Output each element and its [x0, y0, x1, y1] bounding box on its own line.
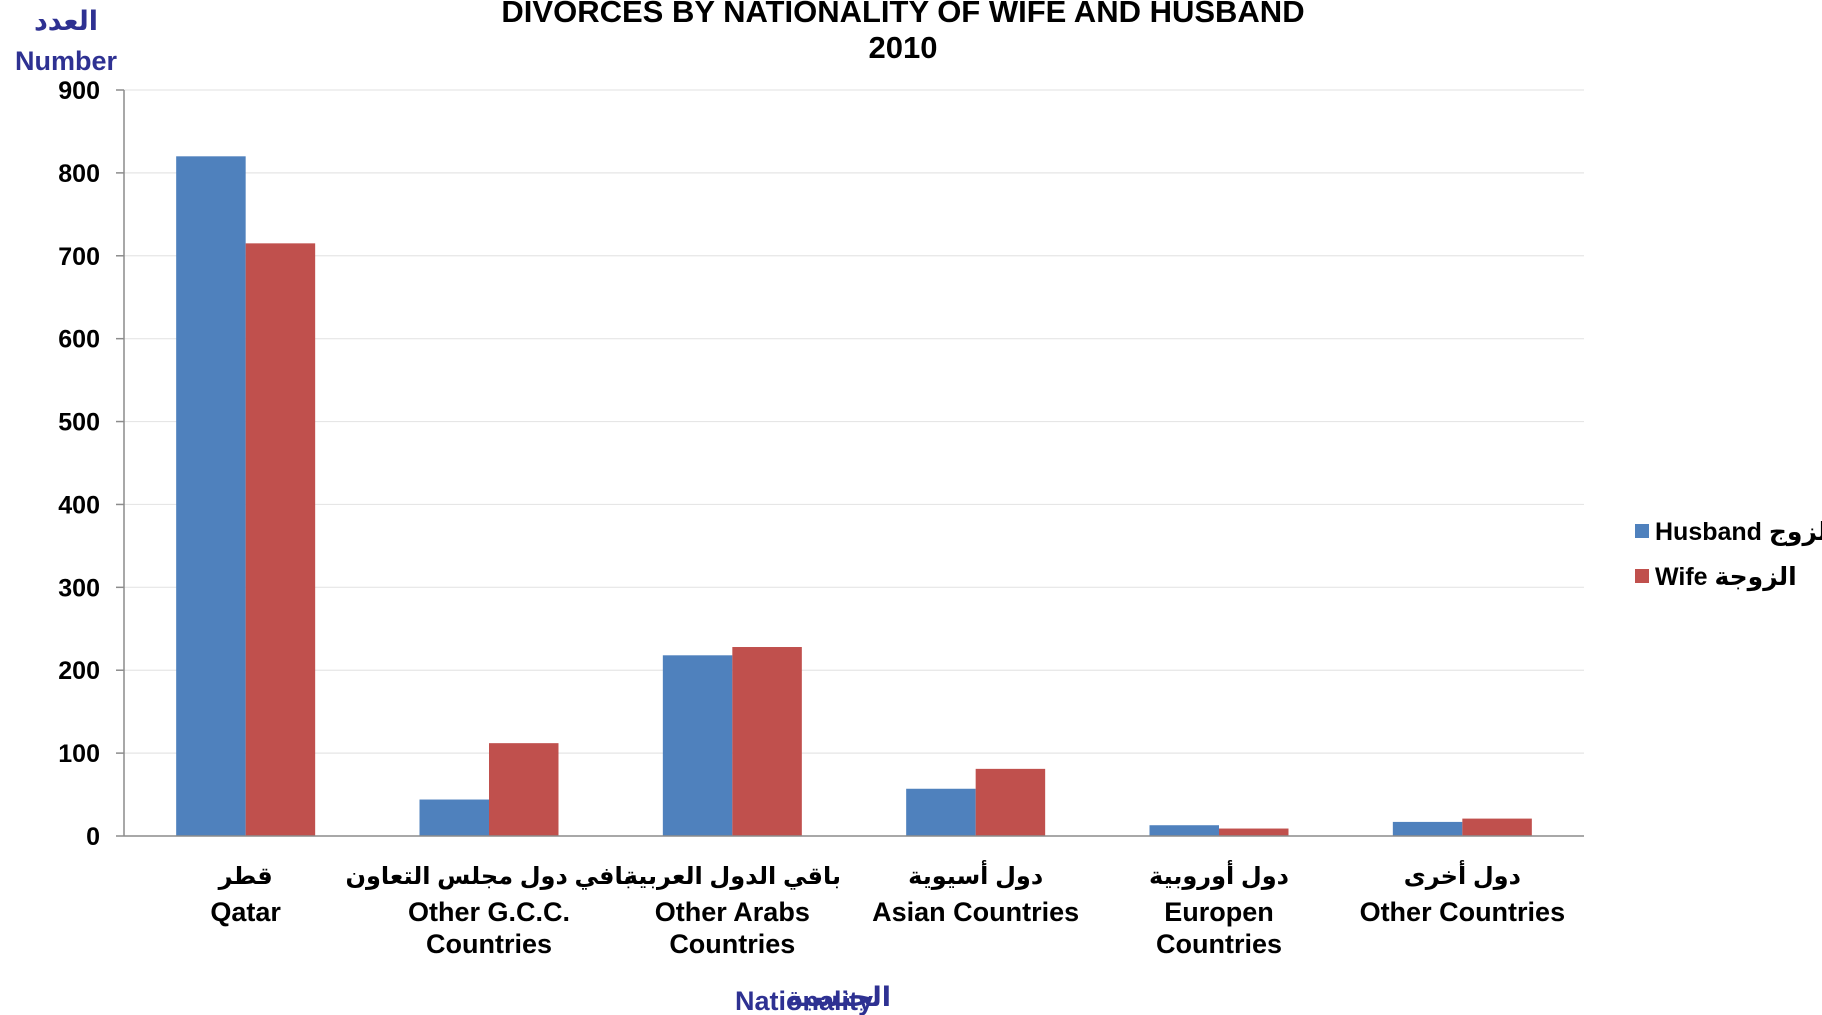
- category-label: بافي دول مجلس التعاون Other G.C.C.Countri…: [346, 863, 633, 959]
- bars: [176, 156, 1532, 837]
- legend-label: Husband الزوج: [1655, 518, 1822, 547]
- x-axis-label: Nationality الجنسية: [735, 982, 891, 1015]
- y-axis-label: العدد Number: [15, 6, 118, 76]
- legend-swatch: [1635, 569, 1649, 583]
- legend: Husband الزوج Wife الزوجة: [1635, 518, 1822, 592]
- category-label-english: Europen: [1164, 897, 1274, 927]
- category-label-arabic: بافي دول مجلس التعاون: [346, 863, 633, 890]
- bar-husband-1: [419, 799, 489, 836]
- y-tick-label: 600: [58, 326, 100, 354]
- category-label-arabic: دول أوروبية: [1149, 860, 1289, 890]
- category-label: دول أخرى Other Countries: [1360, 860, 1566, 927]
- category-label-arabic: قطر: [218, 863, 273, 890]
- y-tick-label: 300: [58, 574, 100, 602]
- bar-wife-1: [489, 743, 559, 836]
- category-label-english: Asian Countries: [872, 897, 1079, 927]
- bar-wife-4: [1219, 828, 1289, 836]
- category-label-english: Other G.C.C.: [408, 897, 570, 927]
- category-label-arabic: دول أخرى: [1404, 860, 1521, 890]
- category-label-english: Other Arabs: [655, 897, 810, 927]
- y-tick-label: 700: [58, 243, 100, 271]
- chart-title-line: DIVORCES BY NATIONALITY OF WIFE AND HUSB…: [501, 0, 1304, 29]
- y-tick-label: 900: [58, 77, 100, 105]
- gridlines: [124, 89, 1584, 754]
- y-axis-ticks: 0 100 200 300 400 500 600 700 800 900: [58, 77, 124, 851]
- category-label-arabic: باقي الدول العربية: [624, 863, 841, 890]
- category-label: دول أسيوية Asian Countries: [872, 860, 1079, 927]
- y-tick-label: 400: [58, 491, 100, 519]
- x-axis-label-arabic: الجنسية: [786, 982, 891, 1012]
- y-axis-label-english: Number: [15, 46, 118, 76]
- y-tick-label: 500: [58, 409, 100, 437]
- y-tick-label: 800: [58, 160, 100, 188]
- bar-wife-3: [975, 768, 1046, 836]
- category-label-english: Qatar: [210, 897, 281, 927]
- y-tick-label: 200: [58, 657, 100, 685]
- y-tick-label: 100: [58, 740, 100, 768]
- category-label: قطر Qatar: [210, 863, 281, 927]
- x-axis-label-english: Nationality: [735, 986, 873, 1015]
- y-axis-label-arabic: العدد: [34, 6, 98, 36]
- bar-wife-5: [1462, 818, 1532, 836]
- bar-wife-0: [245, 243, 316, 836]
- legend-item: Wife الزوجة: [1635, 563, 1797, 592]
- x-axis-categories: قطر Qatar بافي دول مجلس التعاون Other G.C.C…: [210, 860, 1565, 959]
- axes: [123, 90, 1584, 837]
- bar-husband-0: [176, 156, 246, 837]
- bar-wife-2: [732, 647, 802, 836]
- category-label-english: Countries: [669, 929, 795, 959]
- legend-swatch: [1635, 524, 1649, 538]
- bar-husband-4: [1149, 825, 1219, 836]
- legend-item: Husband الزوج: [1635, 518, 1822, 547]
- y-tick-label: 0: [86, 823, 100, 851]
- bar-husband-2: [662, 655, 733, 836]
- category-label-english: Other Countries: [1360, 897, 1566, 927]
- chart-subtitle-year: 2010: [869, 30, 938, 65]
- legend-label: Wife الزوجة: [1655, 563, 1797, 592]
- category-label-english: Countries: [1156, 929, 1282, 959]
- chart-title: DIVORCES BY NATIONALITY OF WIFE AND HUSB…: [501, 0, 1304, 65]
- bar-husband-3: [906, 788, 976, 836]
- bar-husband-5: [1392, 821, 1463, 836]
- category-label-arabic: دول أسيوية: [908, 860, 1043, 890]
- category-label-english: Countries: [426, 929, 552, 959]
